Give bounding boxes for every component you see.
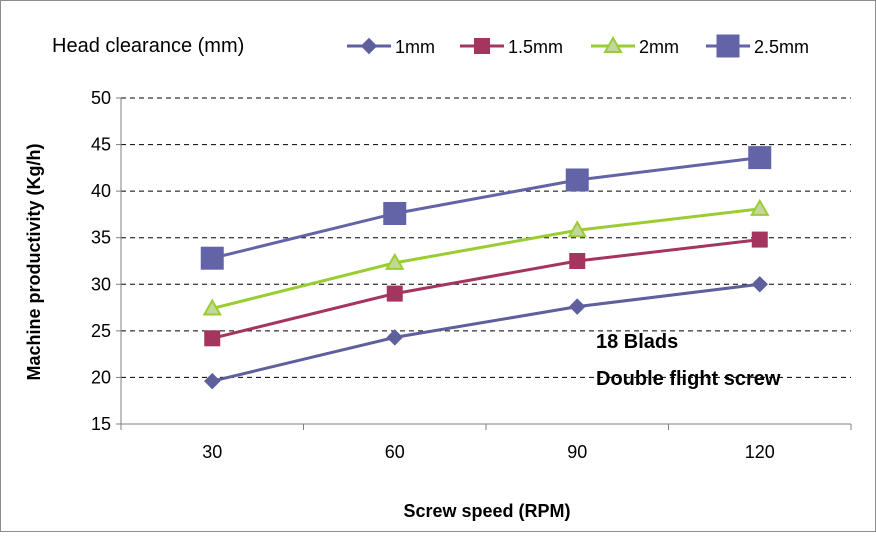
legend-item: 2mm	[591, 35, 679, 57]
x-tick-label: 30	[202, 442, 222, 462]
legend-label: 2.5mm	[754, 37, 809, 57]
series-2mm	[202, 198, 770, 316]
data-point	[750, 198, 770, 216]
data-point	[383, 201, 407, 225]
data-point	[751, 231, 768, 248]
data-point	[202, 298, 222, 316]
legend-item: 2.5mm	[706, 34, 809, 58]
series-line	[211, 282, 760, 383]
legend-marker	[474, 38, 490, 54]
data-point	[569, 253, 586, 269]
data-point	[569, 298, 586, 315]
x-tick-label: 90	[567, 442, 587, 462]
legend-marker	[603, 35, 623, 53]
legend-item: 1.5mm	[460, 37, 563, 57]
tick-labels: 15 20 25 30 35 40 45 50 30 60 90 120	[91, 88, 775, 462]
series-line	[211, 156, 760, 260]
data-point	[748, 146, 772, 170]
y-tick-label: 20	[91, 367, 111, 387]
annotation-blades: 18 Blads	[596, 331, 678, 353]
y-axis-title: Machine productivity (Kg/h)	[24, 143, 44, 380]
data-point	[204, 372, 221, 390]
data-point	[200, 246, 224, 270]
data-point	[386, 329, 403, 346]
legend: 1mm 1.5mm 2mm 2.5mm	[347, 34, 809, 58]
legend-label: 2mm	[639, 37, 679, 57]
annotation-screw: Double flight screw	[596, 368, 781, 390]
y-tick-label: 50	[91, 88, 111, 108]
data-point	[386, 285, 403, 302]
axes	[116, 97, 852, 430]
series-1-5mm	[204, 231, 768, 347]
y-tick-label: 40	[91, 181, 111, 201]
legend-item: 1mm	[347, 37, 435, 57]
y-tick-label: 30	[91, 274, 111, 294]
legend-label: 1mm	[395, 37, 435, 57]
legend-marker	[716, 34, 740, 58]
y-tick-label: 35	[91, 228, 111, 248]
data-point	[385, 252, 405, 270]
legend-marker	[360, 37, 378, 55]
data-point	[204, 330, 221, 347]
x-tick-label: 120	[745, 442, 775, 462]
y-tick-label: 45	[91, 135, 111, 155]
x-tick-label: 60	[385, 442, 405, 462]
y-tick-label: 25	[91, 321, 111, 341]
series-layer	[200, 146, 772, 390]
y-tick-label: 15	[91, 414, 111, 434]
x-axis-title: Screw speed (RPM)	[403, 501, 570, 521]
series-line	[211, 207, 760, 310]
data-point	[567, 220, 587, 238]
data-point	[565, 168, 589, 192]
legend-title: Head clearance (mm)	[52, 35, 244, 57]
data-point	[751, 276, 768, 293]
series-line	[211, 238, 760, 340]
series-2-5mm	[200, 146, 772, 270]
series-1mm	[204, 276, 768, 390]
legend-label: 1.5mm	[508, 37, 563, 57]
